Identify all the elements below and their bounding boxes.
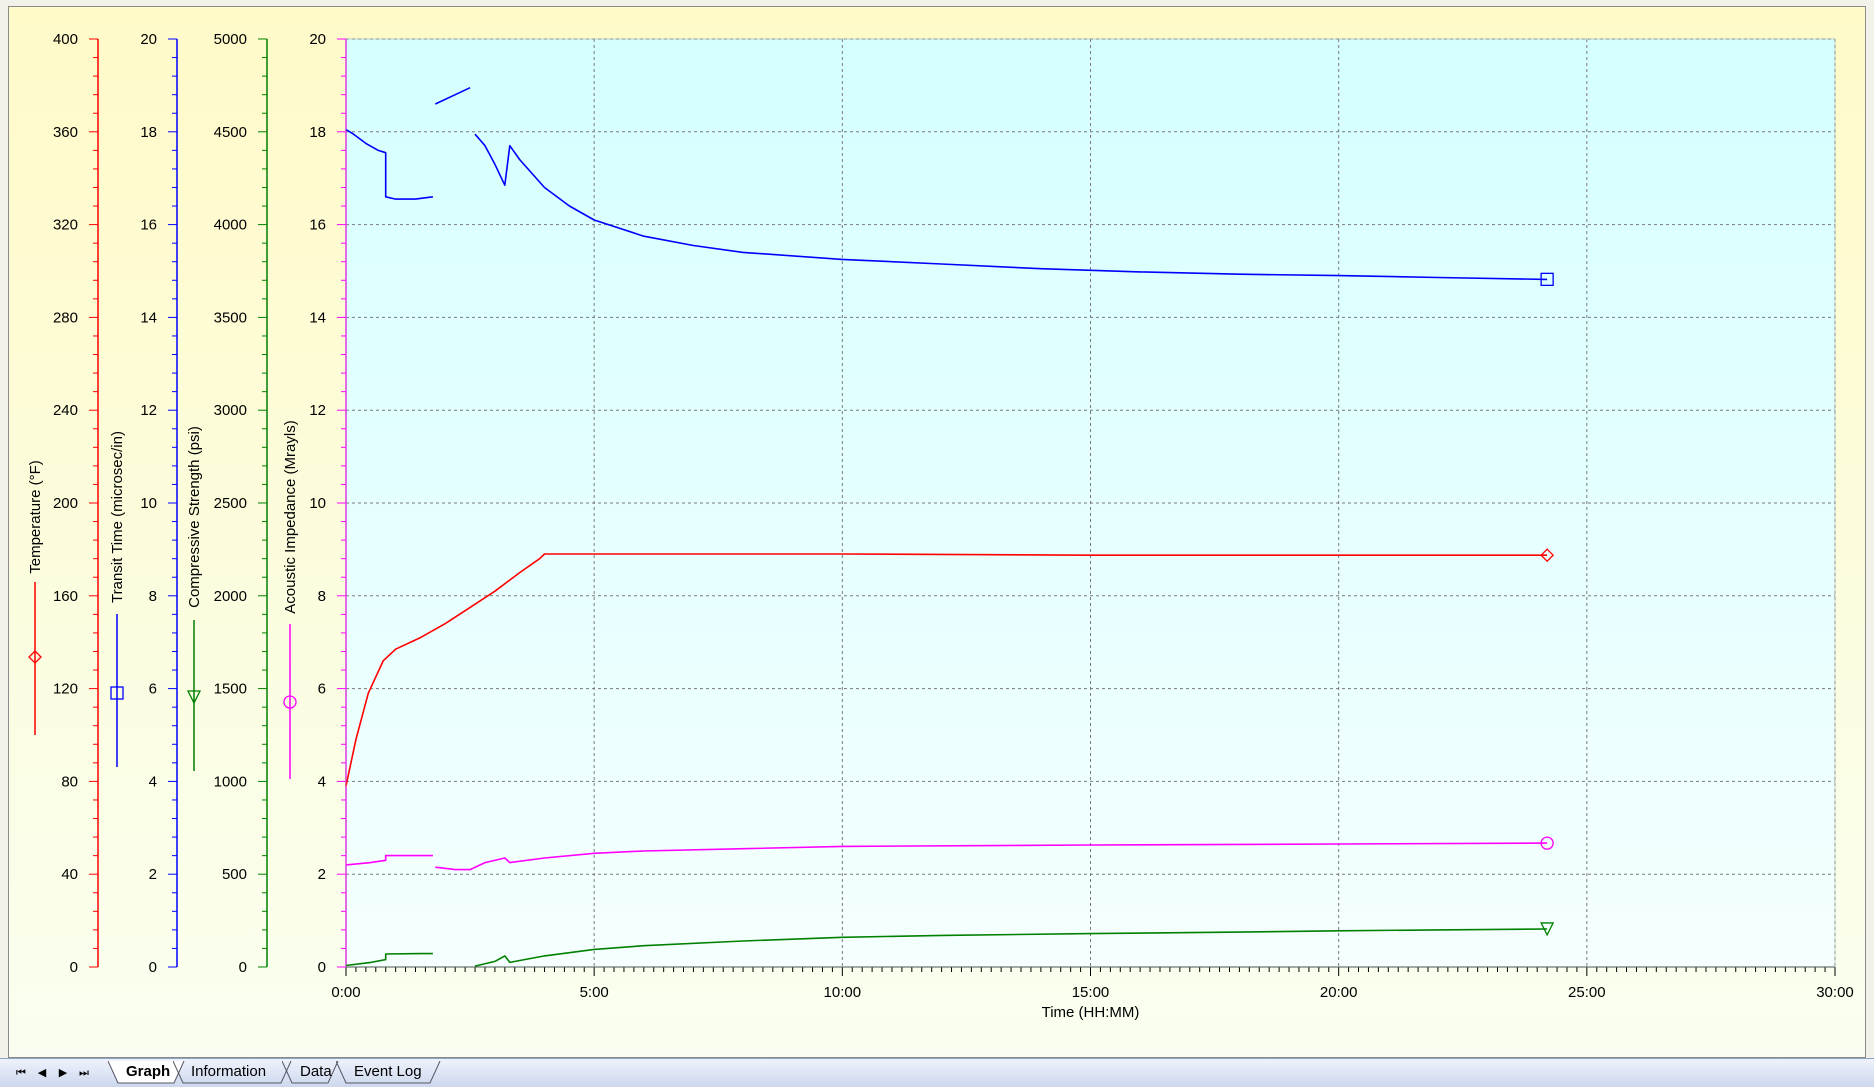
y-tick-label-strength: 2000: [214, 588, 247, 605]
plot-border: [345, 38, 1836, 968]
series-end-marker-impedance: [1540, 836, 1554, 850]
y-tick-label-transit: 10: [140, 495, 157, 512]
x-tick-label: 25:00: [1568, 984, 1606, 1001]
y-tick-label-transit: 0: [149, 959, 157, 976]
series-line-transit: [434, 86, 471, 105]
y-tick-label-strength: 1500: [214, 681, 247, 698]
first-page-button[interactable]: ⏮: [16, 1067, 26, 1079]
x-tick-label: 0:00: [331, 984, 360, 1001]
tab-event-log-label: Event Log: [354, 1063, 422, 1080]
y-tick-label-impedance: 2: [318, 866, 326, 883]
series-line-temperature: [345, 553, 1548, 787]
y-tick-label-temperature: 280: [53, 309, 78, 326]
y-tick-label-impedance: 4: [318, 773, 326, 790]
series-line-transit: [345, 128, 434, 200]
x-tick-label: 5:00: [580, 984, 609, 1001]
series-line-impedance: [435, 842, 1548, 871]
y-tick-label-temperature: 80: [61, 773, 78, 790]
legend-marker-strength: [186, 690, 202, 705]
y-tick-label-temperature: 40: [61, 866, 78, 883]
tab-information[interactable]: Information: [173, 1061, 305, 1084]
y-tick-label-impedance: 10: [309, 495, 326, 512]
y-tick-label-transit: 18: [140, 124, 157, 141]
y-axis-title-impedance: Acoustic Impedance (Mrayls): [282, 420, 299, 613]
y-tick-label-impedance: 12: [309, 402, 326, 419]
y-tick-label-strength: 5000: [214, 31, 247, 48]
x-tick-label: 10:00: [824, 984, 862, 1001]
chart-svg: 0:00 5:00 10:00 15:00 20:00 25:00 30:00 Time (H…: [9, 7, 1865, 1057]
y-tick-label-transit: 14: [140, 309, 157, 326]
next-page-button[interactable]: ▶: [58, 1067, 68, 1079]
y-tick-label-transit: 4: [149, 773, 157, 790]
series-line-strength: [474, 928, 1548, 967]
y-tick-label-transit: 6: [149, 681, 157, 698]
tab-shape: [173, 1061, 292, 1084]
prev-page-button[interactable]: ◀: [37, 1067, 47, 1079]
y-tick-label-transit: 20: [140, 31, 157, 48]
y-tick-label-temperature: 320: [53, 217, 78, 234]
y-tick-label-transit: 12: [140, 402, 157, 419]
tab-graph[interactable]: Graph: [108, 1061, 200, 1084]
y-tick-label-transit: 8: [149, 588, 157, 605]
y-tick-label-impedance: 6: [318, 681, 326, 698]
y-tick-label-strength: 4000: [214, 217, 247, 234]
y-tick-label-strength: 2500: [214, 495, 247, 512]
last-page-button[interactable]: ⏭: [79, 1067, 89, 1079]
y-axis-title-strength: Compressive Strength (psi): [186, 426, 203, 608]
legend-marker-transit: [110, 686, 124, 700]
tab-shape: [336, 1061, 441, 1084]
y-tick-label-temperature: 360: [53, 124, 78, 141]
y-tick-label-transit: 16: [140, 217, 157, 234]
series-line-transit: [474, 133, 1548, 281]
tab-information-label: Information: [191, 1063, 267, 1080]
tab-shape: [108, 1061, 185, 1084]
y-tick-label-strength: 500: [222, 866, 247, 883]
series-line-strength: [345, 952, 433, 967]
y-tick-label-impedance: 8: [318, 588, 326, 605]
tab-shape: [282, 1061, 339, 1084]
legend-marker-impedance: [283, 695, 297, 709]
y-tick-label-impedance: 16: [309, 217, 326, 234]
y-tick-label-temperature: 160: [53, 588, 78, 605]
y-axis-title-transit: Transit Time (microsec/in): [109, 431, 126, 603]
y-tick-label-strength: 3000: [214, 402, 247, 419]
series-line-impedance: [345, 854, 433, 866]
y-tick-label-impedance: 18: [309, 124, 326, 141]
tab-graph-label: Graph: [126, 1063, 171, 1080]
y-tick-label-temperature: 240: [53, 402, 78, 419]
y-tick-label-strength: 0: [239, 959, 247, 976]
tab-bar: ⏮ ◀ ▶ ⏭ Graph Information Data Event Log: [0, 1058, 1874, 1087]
y-tick-label-temperature: 400: [53, 31, 78, 48]
x-tick-label: 20:00: [1320, 984, 1358, 1001]
y-tick-label-transit: 2: [149, 866, 157, 883]
y-tick-label-temperature: 120: [53, 681, 78, 698]
series-end-marker-strength: [1540, 922, 1555, 937]
y-axis-title-temperature: Temperature (°F): [27, 460, 44, 574]
y-tick-label-temperature: 0: [70, 959, 78, 976]
y-tick-label-impedance: 0: [318, 959, 326, 976]
y-tick-label-strength: 1000: [214, 773, 247, 790]
legend-marker-temperature: [28, 650, 42, 664]
y-tick-label-temperature: 200: [53, 495, 78, 512]
x-tick-label: 30:00: [1816, 984, 1854, 1001]
y-tick-label-impedance: 20: [309, 31, 326, 48]
series-end-marker-transit: [1540, 272, 1554, 287]
tab-data-label: Data: [300, 1063, 332, 1080]
series-end-marker-temperature: [1540, 548, 1555, 563]
tab-event-log[interactable]: Event Log: [336, 1061, 456, 1084]
y-tick-label-strength: 4500: [214, 124, 247, 141]
tab-data[interactable]: Data: [282, 1061, 356, 1084]
x-axis-label: Time (HH:MM): [1042, 1004, 1140, 1021]
graph-panel: 0:00 5:00 10:00 15:00 20:00 25:00 30:00 Time (H…: [8, 6, 1866, 1058]
y-tick-label-impedance: 14: [309, 309, 326, 326]
y-tick-label-strength: 3500: [214, 309, 247, 326]
header-strip: [0, 0, 1874, 6]
x-tick-label: 15:00: [1072, 984, 1110, 1001]
